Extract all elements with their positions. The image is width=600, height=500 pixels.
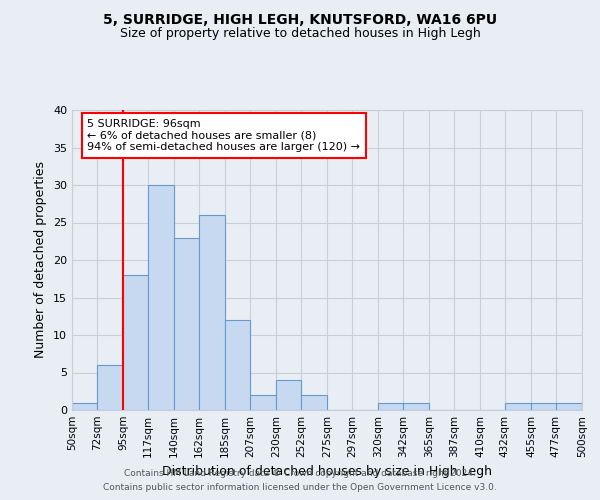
Text: Size of property relative to detached houses in High Legh: Size of property relative to detached ho… [119,28,481,40]
Text: 5, SURRIDGE, HIGH LEGH, KNUTSFORD, WA16 6PU: 5, SURRIDGE, HIGH LEGH, KNUTSFORD, WA16 … [103,12,497,26]
Bar [301,395,327,410]
Bar [97,365,123,410]
Bar [225,320,250,410]
Bar [250,395,276,410]
Bar [556,402,582,410]
Bar [199,215,225,410]
Text: 5 SURRIDGE: 96sqm
← 6% of detached houses are smaller (8)
94% of semi-detached h: 5 SURRIDGE: 96sqm ← 6% of detached house… [88,119,360,152]
X-axis label: Distribution of detached houses by size in High Legh: Distribution of detached houses by size … [162,466,492,478]
Bar [378,402,403,410]
Bar [505,402,531,410]
Text: Contains HM Land Registry data © Crown copyright and database right 2024.: Contains HM Land Registry data © Crown c… [124,468,476,477]
Bar [531,402,556,410]
Bar [148,185,174,410]
Bar [403,402,429,410]
Y-axis label: Number of detached properties: Number of detached properties [34,162,47,358]
Text: Contains public sector information licensed under the Open Government Licence v3: Contains public sector information licen… [103,484,497,492]
Bar [72,402,97,410]
Bar [276,380,301,410]
Bar [174,238,199,410]
Bar [123,275,148,410]
